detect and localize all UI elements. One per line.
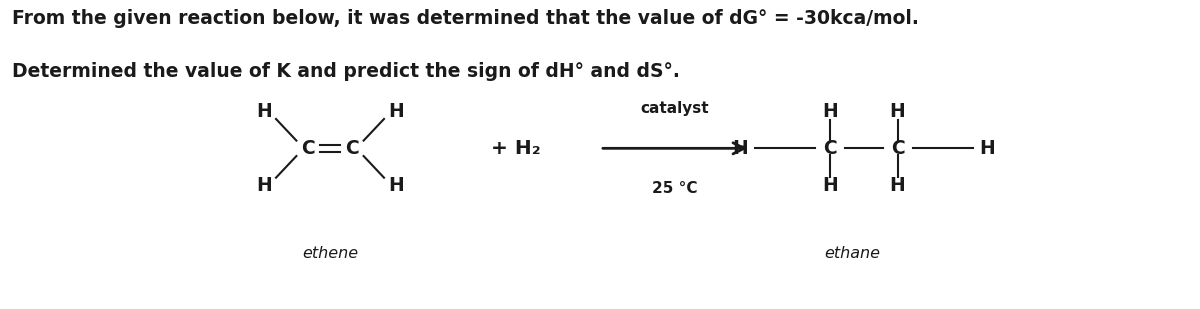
Text: C: C bbox=[823, 139, 838, 158]
Text: H: H bbox=[889, 176, 906, 195]
Text: H: H bbox=[256, 176, 272, 195]
Text: C: C bbox=[890, 139, 905, 158]
Text: ethene: ethene bbox=[302, 246, 358, 261]
Text: + H₂: + H₂ bbox=[491, 139, 541, 158]
Text: ethane: ethane bbox=[824, 246, 880, 261]
Text: H: H bbox=[822, 102, 839, 121]
Text: 25 °C: 25 °C bbox=[653, 181, 697, 196]
Text: H: H bbox=[732, 139, 749, 158]
Text: H: H bbox=[388, 102, 404, 121]
Text: Determined the value of K and predict the sign of dH° and dS°.: Determined the value of K and predict th… bbox=[12, 62, 680, 81]
Text: C: C bbox=[344, 139, 359, 158]
Text: From the given reaction below, it was determined that the value of dG° = -30kca/: From the given reaction below, it was de… bbox=[12, 9, 919, 28]
Text: H: H bbox=[256, 102, 272, 121]
Text: H: H bbox=[822, 176, 839, 195]
Text: C: C bbox=[301, 139, 316, 158]
Text: H: H bbox=[979, 139, 996, 158]
Text: H: H bbox=[388, 176, 404, 195]
Text: catalyst: catalyst bbox=[641, 101, 709, 116]
Text: H: H bbox=[889, 102, 906, 121]
